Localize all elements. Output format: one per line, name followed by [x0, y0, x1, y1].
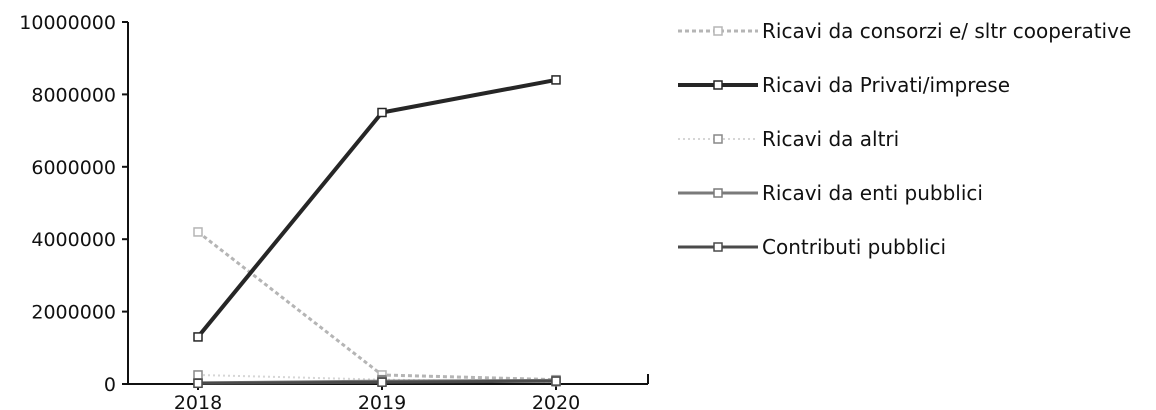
legend-item-1-swatch-marker	[713, 26, 723, 36]
series-1-line	[197, 230, 557, 382]
legend: Ricavi da consorzi e/ sltr cooperative Ri…	[678, 19, 1131, 259]
y-tick-label: 10000000	[19, 12, 116, 34]
series-5-point	[193, 378, 203, 389]
axes: 0 2000000 4000000 6000000 8000000 10000000 201…	[19, 12, 649, 410]
legend-item-1-label: Ricavi da consorzi e/ sltr cooperative	[762, 19, 1131, 43]
y-tick-label: 8000000	[31, 84, 116, 106]
series-3-point	[193, 370, 203, 380]
series-5-point	[377, 377, 387, 387]
y-tick-label: 2000000	[31, 302, 116, 324]
y-tick-label: 6000000	[31, 157, 116, 179]
legend-item-4-swatch-marker	[713, 188, 723, 198]
series-5-point	[551, 376, 561, 386]
series-1-point	[193, 227, 203, 237]
series-2-point	[193, 332, 203, 342]
series-lines	[193, 75, 561, 389]
legend-item-4-label: Ricavi da enti pubblici	[762, 181, 983, 205]
x-tick-label: 2018	[174, 392, 222, 410]
x-tick-label: 2020	[532, 392, 580, 410]
legend-item-2-label: Ricavi da Privati/imprese	[762, 73, 1010, 97]
x-tick-label: 2019	[358, 392, 406, 410]
y-tick-label: 4000000	[31, 229, 116, 251]
legend-item-5-swatch-marker	[713, 242, 723, 252]
series-2-line	[196, 77, 557, 339]
legend-item-5-label: Contributi pubblici	[762, 235, 946, 259]
legend-item-3-swatch-marker	[713, 134, 723, 144]
series-2-point	[551, 75, 561, 85]
legend-item-2-swatch-marker	[713, 80, 723, 90]
y-tick-label: 0	[104, 374, 116, 396]
legend-item-3-label: Ricavi da altri	[762, 127, 899, 151]
series-2-point	[377, 107, 387, 118]
